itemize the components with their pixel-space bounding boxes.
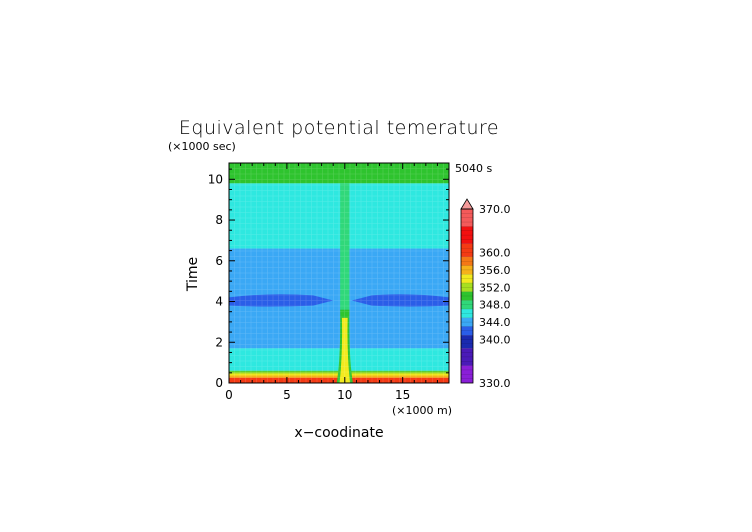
x-tick-label: 5 bbox=[283, 388, 291, 402]
colorbar-segment bbox=[461, 265, 473, 275]
colorbar-tick-label: 360.0 bbox=[479, 247, 511, 260]
colorbar-extend-arrow bbox=[460, 198, 474, 210]
colorbar-tick-label: 330.0 bbox=[479, 377, 511, 390]
colorbar: 370.0 360.0 356.0 352.0 348.0 344.0 340.0 330.0 bbox=[460, 198, 511, 390]
x-tick-label: 15 bbox=[395, 388, 410, 402]
field-band-top-10 bbox=[229, 163, 449, 184]
y-axis-label: Time bbox=[185, 257, 201, 292]
colorbar-segment bbox=[461, 335, 473, 349]
colorbar-segment bbox=[461, 300, 473, 310]
colorbar-segment bbox=[461, 209, 473, 227]
y-tick-label: 8 bbox=[215, 213, 223, 227]
field-upper-cyan bbox=[229, 183, 449, 249]
chart-title: Equivalent potential temerature bbox=[179, 117, 499, 139]
colorbar-segment bbox=[461, 365, 473, 383]
colorbar-tick-label: 356.0 bbox=[479, 264, 511, 277]
time-label: 5040 s bbox=[455, 162, 492, 175]
colorbar-segment bbox=[461, 282, 473, 292]
field-column-upper bbox=[340, 183, 350, 310]
colorbar-segment bbox=[461, 317, 473, 327]
x-tick-label: 10 bbox=[337, 388, 352, 402]
colorbar-tick-label: 344.0 bbox=[479, 316, 511, 329]
field-dark-blue-band bbox=[229, 294, 334, 307]
colorbar-frame bbox=[460, 208, 474, 384]
field-column-core bbox=[339, 317, 350, 383]
axes: 0 5 10 15 0 2 4 6 8 10 bbox=[208, 162, 450, 402]
field-dark-blue-band bbox=[351, 294, 449, 307]
colorbar-segment bbox=[461, 326, 473, 336]
y-tick-label: 10 bbox=[208, 172, 223, 186]
x-tick-label: 0 bbox=[225, 388, 233, 402]
colorbar-tick-label: 340.0 bbox=[479, 334, 511, 347]
colorbar-segment bbox=[461, 243, 473, 257]
plot-area bbox=[229, 163, 449, 383]
colorbar-segment bbox=[461, 291, 473, 301]
plot-frame bbox=[228, 162, 450, 384]
y-tick-label: 6 bbox=[215, 254, 223, 268]
y-units-label: (×1000 sec) bbox=[168, 140, 236, 153]
colorbar-segment bbox=[461, 348, 473, 366]
colorbar-tick-label: 370.0 bbox=[479, 203, 511, 216]
y-tick-label: 2 bbox=[215, 335, 223, 349]
colorbar-segment bbox=[461, 256, 473, 266]
colorbar-segment bbox=[461, 274, 473, 283]
y-tick-label: 0 bbox=[215, 376, 223, 390]
colorbar-segment bbox=[461, 226, 473, 244]
contour-grid bbox=[229, 163, 449, 383]
x-axis-label: x−coodinate bbox=[294, 425, 383, 441]
colorbar-tick-label: 352.0 bbox=[479, 281, 511, 294]
colorbar-tick-label: 348.0 bbox=[479, 299, 511, 312]
field-lower-cyan bbox=[229, 348, 449, 371]
colorbar-segment bbox=[461, 309, 473, 318]
x-units-label: (×1000 m) bbox=[392, 404, 452, 417]
y-tick-label: 4 bbox=[215, 295, 223, 309]
